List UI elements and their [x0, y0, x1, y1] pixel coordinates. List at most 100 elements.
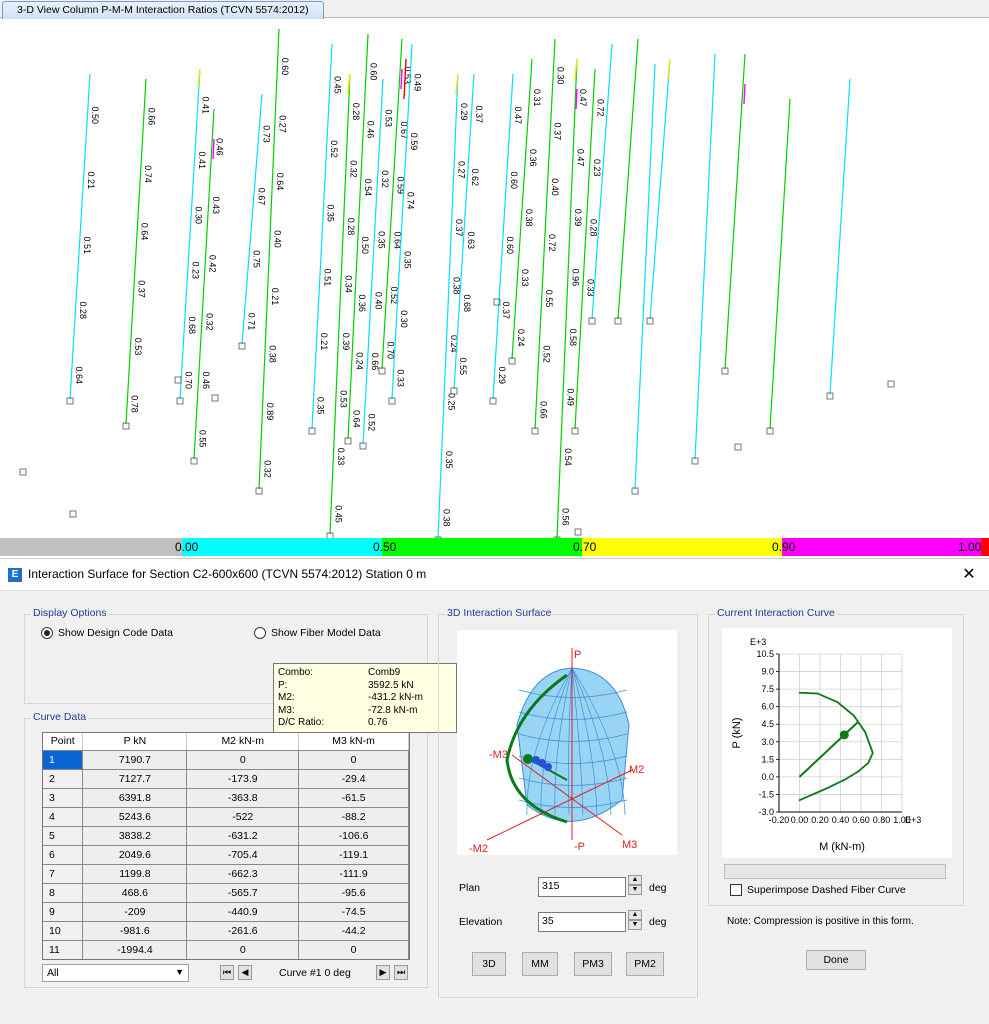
table-cell[interactable]: 0 — [298, 750, 409, 770]
superimpose-checkbox[interactable] — [730, 884, 742, 896]
table-cell[interactable]: 7190.7 — [82, 750, 188, 770]
column-header[interactable]: P kN — [82, 733, 188, 751]
filter-dropdown[interactable]: All ▼ — [42, 964, 189, 982]
row-point-cell[interactable]: 2 — [43, 769, 84, 789]
column-element[interactable]: 0.47 0.60 0.60 0.37 0.29 — [489, 73, 523, 405]
row-point-cell[interactable]: 4 — [43, 807, 84, 827]
column-element[interactable]: 0.72 0.23 0.28 0.33 — [571, 68, 605, 435]
column-element[interactable]: 0.31 0.36 0.38 0.33 0.24 — [508, 58, 542, 365]
table-cell[interactable]: -95.6 — [298, 883, 409, 903]
table-cell[interactable]: -705.4 — [186, 845, 300, 865]
table-cell[interactable]: -111.9 — [298, 864, 409, 884]
column-element[interactable]: 0.41 0.41 0.30 0.23 0.68 0.70 — [176, 68, 210, 405]
column-element[interactable]: 0.53 0.32 0.35 0.40 0.66 0.52 — [359, 78, 393, 450]
column-element[interactable]: 0.66 0.74 0.64 0.37 0.53 0.78 — [122, 78, 156, 430]
table-cell[interactable]: 5243.6 — [82, 807, 188, 827]
curve-data-grid[interactable]: Point P kN M2 kN-m M3 kN-m 1 7190.7 0 0 2 712… — [42, 732, 410, 960]
table-cell[interactable]: -44.2 — [298, 921, 409, 941]
view-pm3-button[interactable]: PM3 — [574, 952, 612, 976]
table-cell[interactable]: -522 — [186, 807, 300, 827]
column-element[interactable]: 0.60 0.27 0.64 0.40 0.21 0.38 0.89 0.32 — [255, 28, 290, 495]
table-cell[interactable]: -106.6 — [298, 826, 409, 846]
column-header[interactable]: M3 kN-m — [298, 733, 409, 751]
column-element[interactable]: 0.73 0.67 0.75 0.71 — [238, 93, 272, 350]
table-cell[interactable]: 0 — [298, 940, 409, 959]
table-cell[interactable]: 6391.8 — [82, 788, 188, 808]
table-cell[interactable]: -119.1 — [298, 845, 409, 865]
row-point-cell[interactable]: 3 — [43, 788, 84, 808]
plan-input[interactable]: 315 — [538, 877, 626, 897]
previous-curve-button[interactable]: ◀ — [238, 965, 252, 980]
column-element[interactable] — [721, 53, 746, 375]
spin-down-icon[interactable]: ▼ — [628, 920, 642, 930]
column-header[interactable]: Point — [43, 733, 84, 751]
table-row[interactable]: 1 7190.7 0 0 — [43, 750, 409, 770]
next-curve-button[interactable]: ▶ — [376, 965, 390, 980]
table-row[interactable]: 6 2049.6 -705.4 -119.1 — [43, 845, 409, 865]
table-cell[interactable]: 1199.8 — [82, 864, 188, 884]
table-cell[interactable]: -440.9 — [186, 902, 300, 922]
table-row[interactable]: 7 1199.8 -662.3 -111.9 — [43, 864, 409, 884]
table-cell[interactable]: -565.7 — [186, 883, 300, 903]
row-point-cell[interactable]: 5 — [43, 826, 84, 846]
column-element[interactable]: 0.50 0.21 0.51 0.28 0.64 — [66, 73, 100, 405]
column-element[interactable]: 0.28 0.32 0.28 0.34 0.39 0.53 0.33 0.45 — [326, 73, 361, 538]
row-point-cell[interactable]: 8 — [43, 883, 84, 903]
view-mm-button[interactable]: MM — [522, 952, 558, 976]
done-button[interactable]: Done — [806, 950, 866, 970]
table-cell[interactable]: 3838.2 — [82, 826, 188, 846]
column-element[interactable] — [614, 38, 639, 325]
table-cell[interactable]: -1994.4 — [82, 940, 188, 959]
column-element[interactable]: 0.29 0.27 0.37 0.38 0.24 0.25 0.35 0.38 — [434, 73, 469, 538]
tab-3d-view[interactable]: 3-D View Column P-M-M Interaction Ratios… — [2, 1, 324, 19]
table-row[interactable]: 4 5243.6 -522 -88.2 — [43, 807, 409, 827]
table-cell[interactable]: -631.2 — [186, 826, 300, 846]
table-row[interactable]: 11 -1994.4 0 0 — [43, 940, 409, 959]
table-cell[interactable]: -61.5 — [298, 788, 409, 808]
spin-up-icon[interactable]: ▲ — [628, 910, 642, 920]
table-cell[interactable]: 2049.6 — [82, 845, 188, 865]
elevation-input[interactable]: 35 — [538, 912, 626, 932]
column-element[interactable] — [766, 98, 791, 435]
radio-design-code[interactable]: Show Design Code Data — [41, 627, 173, 639]
column-element[interactable]: 0.46 0.43 0.42 0.32 0.46 0.55 — [190, 108, 224, 465]
row-point-cell[interactable]: 6 — [43, 845, 84, 865]
radio-fiber-model[interactable]: Show Fiber Model Data — [254, 627, 381, 639]
view-pm2-button[interactable]: PM2 — [626, 952, 664, 976]
close-button[interactable]: ✕ — [962, 566, 976, 583]
table-cell[interactable]: 7127.7 — [82, 769, 188, 789]
column-element[interactable]: 0.30 0.37 0.40 0.72 0.55 0.52 0.66 — [531, 38, 566, 435]
model-3d-view[interactable]: 0.50 0.21 0.51 0.28 0.64 0.66 0.74 0.64 0.37 0.53… — [0, 19, 989, 538]
row-point-cell[interactable]: 9 — [43, 902, 84, 922]
spin-up-icon[interactable]: ▲ — [628, 875, 642, 885]
table-cell[interactable]: -29.4 — [298, 769, 409, 789]
table-cell[interactable]: -173.9 — [186, 769, 300, 789]
row-point-cell[interactable]: 1 — [43, 750, 84, 770]
table-row[interactable]: 2 7127.7 -173.9 -29.4 — [43, 769, 409, 789]
table-cell[interactable]: -74.5 — [298, 902, 409, 922]
table-cell[interactable]: -981.6 — [82, 921, 188, 941]
table-row[interactable]: 5 3838.2 -631.2 -106.6 — [43, 826, 409, 846]
column-element[interactable] — [691, 53, 716, 465]
row-point-cell[interactable]: 7 — [43, 864, 84, 884]
view-3d-button[interactable]: 3D — [472, 952, 506, 976]
table-cell[interactable]: -209 — [82, 902, 188, 922]
elevation-spinner[interactable]: ▲ ▼ — [628, 910, 642, 930]
column-element[interactable]: 0.47 0.47 0.39 0.96 0.58 0.49 0.54 0.56 — [553, 58, 588, 538]
spin-down-icon[interactable]: ▼ — [628, 885, 642, 895]
column-element[interactable]: 0.53 0.67 0.59 0.64 0.52 0.70 — [378, 38, 412, 375]
table-cell[interactable]: 0 — [186, 750, 300, 770]
table-cell[interactable]: 0 — [186, 940, 300, 959]
last-curve-button[interactable]: ⏭ — [394, 965, 408, 980]
column-element[interactable]: 0.490.590.740.350.300.33 — [388, 43, 422, 405]
column-header[interactable]: M2 kN-m — [186, 733, 300, 751]
table-row[interactable]: 3 6391.8 -363.8 -61.5 — [43, 788, 409, 808]
table-cell[interactable]: -261.6 — [186, 921, 300, 941]
first-curve-button[interactable]: ⏮ — [220, 965, 234, 980]
table-cell[interactable]: 468.6 — [82, 883, 188, 903]
surface-canvas[interactable]: P -P -M2 M2 -M3 M3 — [457, 630, 677, 855]
table-cell[interactable]: -363.8 — [186, 788, 300, 808]
column-element[interactable] — [826, 78, 851, 400]
column-element[interactable]: 0.45 0.52 0.35 0.51 0.21 0.35 — [308, 43, 342, 435]
table-cell[interactable]: -88.2 — [298, 807, 409, 827]
